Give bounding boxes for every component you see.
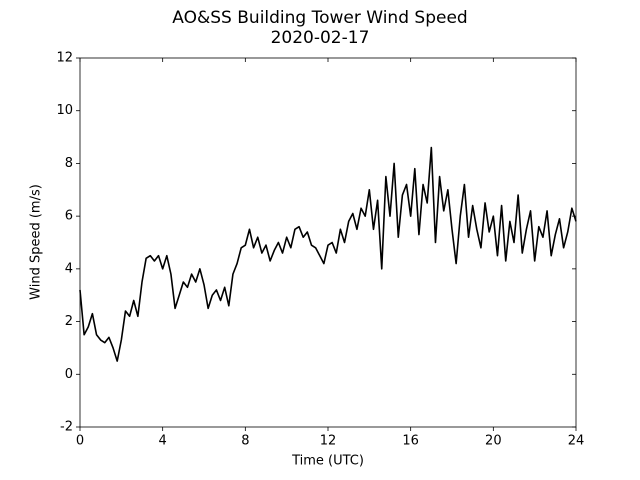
chart-subtitle: 2020-02-17	[271, 28, 370, 48]
data-line	[79, 146, 577, 362]
y-axis-label: Wind Speed (m/s)	[29, 184, 44, 300]
x-tick-label: 20	[485, 434, 502, 449]
y-tick-label: 10	[56, 103, 73, 118]
plot-frame	[79, 57, 577, 428]
x-tick-label: 0	[76, 434, 84, 449]
x-tick-label: 24	[568, 434, 585, 449]
y-tick-label: 2	[65, 314, 73, 329]
x-tick-label: 4	[159, 434, 167, 449]
y-tick-label: 12	[56, 51, 73, 66]
y-tick-label: 4	[65, 261, 73, 276]
y-tick-label: 8	[65, 156, 73, 171]
y-tick-label: 6	[65, 209, 73, 224]
x-tick-label: 8	[241, 434, 249, 449]
x-axis-label: Time (UTC)	[291, 454, 364, 469]
x-tick-label: 16	[402, 434, 419, 449]
x-tick-label: 12	[320, 434, 337, 449]
chart-title: AO&SS Building Tower Wind Speed	[172, 8, 467, 28]
y-tick-label: -2	[60, 420, 73, 435]
y-tick-label: 0	[65, 367, 73, 382]
